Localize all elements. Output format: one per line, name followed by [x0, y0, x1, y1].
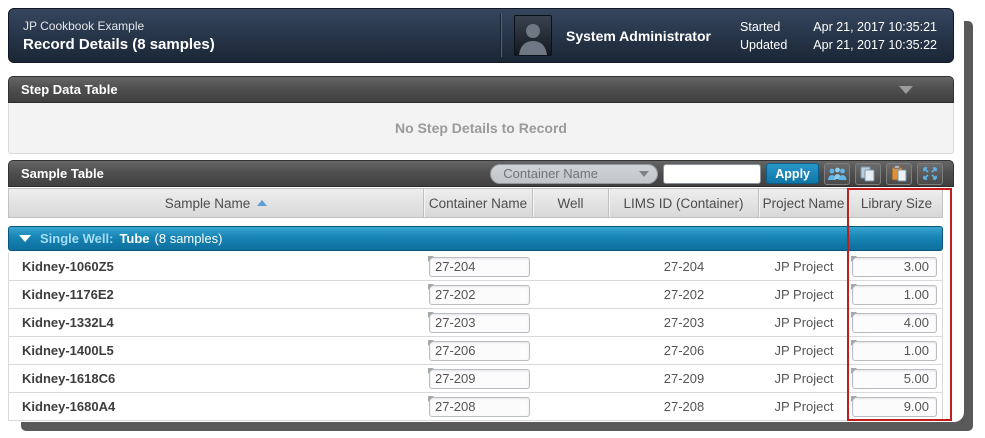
sample-name-cell: Kidney-1176E2	[22, 287, 114, 302]
container-name-input[interactable]	[429, 396, 530, 417]
lims-id-cell: 27-206	[663, 343, 705, 358]
column-header-project-name[interactable]: Project Name	[759, 189, 849, 217]
lims-id-cell: 27-209	[663, 371, 705, 386]
library-size-input[interactable]	[852, 368, 937, 389]
sample-name-cell: Kidney-1400L5	[22, 343, 114, 358]
group-header-row[interactable]: Single Well: Tube (8 samples)	[8, 226, 943, 251]
empty-message: No Step Details to Record	[395, 120, 567, 136]
apply-button[interactable]: Apply	[766, 163, 819, 184]
sample-table-title: Sample Table	[21, 166, 104, 181]
user-name: System Administrator	[566, 27, 711, 44]
sample-rows: Kidney-1060Z5 27-204 JP Project Kidney-1…	[8, 253, 943, 421]
library-size-input[interactable]	[852, 256, 937, 277]
page-header: JP Cookbook Example Record Details (8 sa…	[8, 8, 954, 63]
sample-name-cell: Kidney-1332L4	[22, 315, 114, 330]
filter-column-dropdown[interactable]: Container Name	[490, 163, 659, 184]
header-divider	[501, 14, 502, 57]
expand-icon[interactable]	[917, 162, 943, 185]
started-value: Apr 21, 2017 10:35:21	[813, 19, 937, 34]
table-row[interactable]: Kidney-1680A4 27-208 JP Project	[9, 393, 942, 421]
library-size-input[interactable]	[852, 312, 937, 333]
group-count: (8 samples)	[154, 231, 223, 246]
lims-id-cell: 27-204	[663, 259, 705, 274]
group-collapse-icon[interactable]	[19, 235, 31, 242]
table-row[interactable]: Kidney-1400L5 27-206 JP Project	[9, 337, 942, 365]
started-label: Started	[740, 19, 781, 34]
project-name-cell: JP Project	[774, 287, 834, 302]
sample-table-bar: Sample Table Container Name Apply	[8, 160, 954, 187]
column-header-sample-name[interactable]: Sample Name	[9, 189, 424, 217]
lims-id-cell: 27-208	[663, 399, 705, 414]
table-row[interactable]: Kidney-1060Z5 27-204 JP Project	[9, 253, 942, 281]
library-size-input[interactable]	[852, 284, 937, 305]
library-size-input[interactable]	[852, 340, 937, 361]
app-title: JP Cookbook Example	[23, 18, 145, 33]
app-window: JP Cookbook Example Record Details (8 sa…	[2, 2, 964, 422]
page-title: Record Details (8 samples)	[23, 35, 215, 53]
table-row[interactable]: Kidney-1618C6 27-209 JP Project	[9, 365, 942, 393]
well-cell	[533, 337, 609, 364]
container-name-input[interactable]	[429, 368, 530, 389]
sample-name-cell: Kidney-1680A4	[22, 399, 116, 414]
lims-id-cell: 27-203	[663, 315, 705, 330]
timestamps: Started Updated Apr 21, 2017 10:35:21 Ap…	[740, 18, 953, 54]
user-avatar	[514, 15, 552, 56]
project-name-cell: JP Project	[774, 343, 834, 358]
project-name-cell: JP Project	[774, 399, 834, 414]
container-name-input[interactable]	[429, 256, 530, 277]
table-header-row: Sample Name Container Name Well LIMS ID …	[8, 188, 943, 218]
container-name-input[interactable]	[429, 340, 530, 361]
group-container-type: Tube	[119, 231, 150, 246]
copy-icon[interactable]	[855, 162, 881, 185]
column-header-lims-id[interactable]: LIMS ID (Container)	[609, 189, 759, 217]
project-name-cell: JP Project	[774, 259, 834, 274]
filter-dropdown-value: Container Name	[503, 166, 598, 181]
table-row[interactable]: Kidney-1332L4 27-203 JP Project	[9, 309, 942, 337]
container-name-input[interactable]	[429, 312, 530, 333]
step-data-table-bar[interactable]: Step Data Table	[8, 76, 954, 103]
well-cell	[533, 309, 609, 336]
collapse-arrow-icon[interactable]	[899, 85, 913, 94]
filter-input[interactable]	[663, 163, 762, 184]
step-data-table-body: No Step Details to Record	[8, 103, 954, 154]
updated-label: Updated	[740, 37, 788, 52]
paste-icon[interactable]	[886, 162, 912, 185]
group-prefix: Single Well:	[40, 231, 114, 246]
column-header-container-name[interactable]: Container Name	[424, 189, 533, 217]
library-size-input[interactable]	[852, 396, 937, 417]
header-titles: JP Cookbook Example Record Details (8 sa…	[9, 19, 501, 53]
column-header-well[interactable]: Well	[533, 189, 609, 217]
group-icon[interactable]	[824, 162, 850, 185]
chevron-down-icon	[639, 170, 650, 177]
well-cell	[533, 253, 609, 280]
updated-value: Apr 21, 2017 10:35:22	[813, 37, 937, 52]
container-name-input[interactable]	[429, 284, 530, 305]
column-header-library-size[interactable]: Library Size	[860, 195, 933, 211]
well-cell	[533, 393, 609, 420]
sample-name-cell: Kidney-1060Z5	[22, 259, 114, 274]
lims-id-cell: 27-202	[663, 287, 705, 302]
table-row[interactable]: Kidney-1176E2 27-202 JP Project	[9, 281, 942, 309]
person-icon	[519, 24, 547, 55]
project-name-cell: JP Project	[774, 371, 834, 386]
step-data-table-title: Step Data Table	[21, 82, 118, 97]
well-cell	[533, 281, 609, 308]
sample-name-cell: Kidney-1618C6	[22, 371, 116, 386]
project-name-cell: JP Project	[774, 315, 834, 330]
well-cell	[533, 365, 609, 392]
sort-ascending-icon	[257, 200, 268, 206]
sample-table-toolbar: Container Name Apply	[490, 162, 943, 185]
